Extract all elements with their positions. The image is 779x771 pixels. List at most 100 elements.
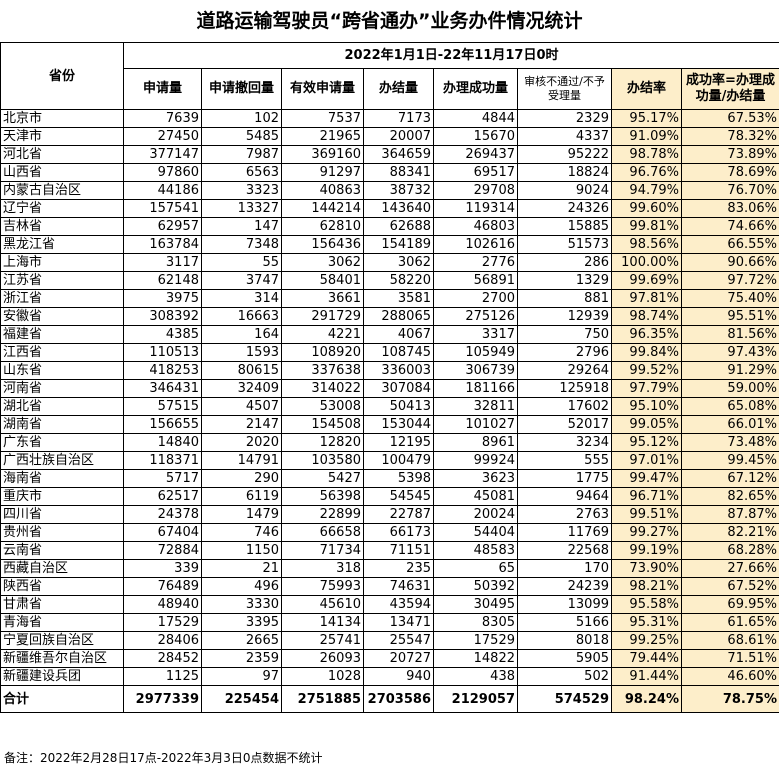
valid-cell: 56398	[281, 487, 364, 506]
completed-cell: 20007	[363, 127, 434, 146]
withdrawn-cell: 80615	[201, 361, 282, 380]
success-rate-cell: 71.51%	[681, 649, 779, 668]
province-cell: 天津市	[0, 127, 124, 146]
successful-cell: 48583	[433, 541, 518, 560]
province-cell: 福建省	[0, 325, 124, 344]
success-rate-cell: 83.06%	[681, 199, 779, 218]
success-rate-cell: 99.45%	[681, 451, 779, 470]
valid-cell: 58401	[281, 271, 364, 290]
table-row: 甘肃省 48940 3330 45610 43594 30495 13099 95.58% 69…	[0, 595, 779, 614]
rejected-cell: 170	[517, 559, 612, 578]
table-row: 新疆维吾尔自治区 28452 2359 26093 20727 14822 5905 79.4…	[0, 649, 779, 668]
withdrawn-cell: 97	[201, 667, 282, 686]
successful-cell: 3317	[433, 325, 518, 344]
completion-rate-cell: 97.79%	[611, 379, 682, 398]
applications-cell: 44186	[123, 181, 202, 200]
valid-cell: 7537	[281, 109, 364, 128]
withdrawn-cell: 2020	[201, 433, 282, 452]
stats-table: 省份 2022年1月1日-22年11月17日0时 申请量 申请撤回量 有效申请量…	[0, 42, 779, 713]
rejected-cell: 5166	[517, 613, 612, 632]
success-rate-cell: 78.75%	[681, 685, 779, 713]
table-row: 安徽省 308392 16663 291729 288065 275126 12939 98.…	[0, 307, 779, 326]
rejected-cell: 8018	[517, 631, 612, 650]
col-header-success-rate: 成功率=办理成功量/办结量	[681, 68, 779, 110]
successful-cell: 14822	[433, 649, 518, 668]
applications-cell: 156655	[123, 415, 202, 434]
successful-cell: 2700	[433, 289, 518, 308]
valid-cell: 318	[281, 559, 364, 578]
rejected-cell: 5905	[517, 649, 612, 668]
province-cell: 贵州省	[0, 523, 124, 542]
success-rate-cell: 73.48%	[681, 433, 779, 452]
rejected-cell: 51573	[517, 235, 612, 254]
applications-cell: 67404	[123, 523, 202, 542]
valid-cell: 21965	[281, 127, 364, 146]
completion-rate-cell: 99.19%	[611, 541, 682, 560]
success-rate-cell: 78.69%	[681, 163, 779, 182]
rejected-cell: 95222	[517, 145, 612, 164]
success-rate-cell: 82.65%	[681, 487, 779, 506]
rejected-cell: 2763	[517, 505, 612, 524]
applications-cell: 24378	[123, 505, 202, 524]
withdrawn-cell: 1150	[201, 541, 282, 560]
applications-cell: 308392	[123, 307, 202, 326]
withdrawn-cell: 7987	[201, 145, 282, 164]
total-row: 合计 2977339 225454 2751885 2703586 2129057 5745…	[0, 685, 779, 713]
successful-cell: 45081	[433, 487, 518, 506]
completion-rate-cell: 99.52%	[611, 361, 682, 380]
successful-cell: 306739	[433, 361, 518, 380]
table-row: 西藏自治区 339 21 318 235 65 170 73.90% 27.66%	[0, 559, 779, 578]
province-cell: 北京市	[0, 109, 124, 128]
completion-rate-cell: 91.44%	[611, 667, 682, 686]
province-cell: 甘肃省	[0, 595, 124, 614]
completion-rate-cell: 97.01%	[611, 451, 682, 470]
completion-rate-cell: 99.81%	[611, 217, 682, 236]
applications-cell: 163784	[123, 235, 202, 254]
applications-cell: 377147	[123, 145, 202, 164]
withdrawn-cell: 496	[201, 577, 282, 596]
successful-cell: 54404	[433, 523, 518, 542]
province-cell: 广西壮族自治区	[0, 451, 124, 470]
valid-cell: 2751885	[281, 685, 364, 713]
valid-cell: 144214	[281, 199, 364, 218]
completion-rate-cell: 91.09%	[611, 127, 682, 146]
table-row: 河南省 346431 32409 314022 307084 181166 125918 97…	[0, 379, 779, 398]
province-cell: 山西省	[0, 163, 124, 182]
valid-cell: 53008	[281, 397, 364, 416]
applications-cell: 14840	[123, 433, 202, 452]
applications-cell: 5717	[123, 469, 202, 488]
completed-cell: 100479	[363, 451, 434, 470]
table-row: 海南省 5717 290 5427 5398 3623 1775 99.47% 67.12%	[0, 469, 779, 488]
success-rate-cell: 67.12%	[681, 469, 779, 488]
completion-rate-cell: 98.78%	[611, 145, 682, 164]
table-row: 广东省 14840 2020 12820 12195 8961 3234 95.12% 73.4…	[0, 433, 779, 452]
successful-cell: 17529	[433, 631, 518, 650]
completed-cell: 2703586	[363, 685, 434, 713]
successful-cell: 32811	[433, 397, 518, 416]
success-rate-cell: 76.70%	[681, 181, 779, 200]
province-cell: 重庆市	[0, 487, 124, 506]
rejected-cell: 1329	[517, 271, 612, 290]
valid-cell: 156436	[281, 235, 364, 254]
successful-cell: 29708	[433, 181, 518, 200]
province-cell: 上海市	[0, 253, 124, 272]
success-rate-cell: 75.40%	[681, 289, 779, 308]
withdrawn-cell: 3395	[201, 613, 282, 632]
applications-cell: 3117	[123, 253, 202, 272]
completed-cell: 50413	[363, 397, 434, 416]
applications-cell: 110513	[123, 343, 202, 362]
successful-cell: 46803	[433, 217, 518, 236]
withdrawn-cell: 1593	[201, 343, 282, 362]
table-row: 山西省 97860 6563 91297 88341 69517 18824 96.76% 78…	[0, 163, 779, 182]
table-row: 黑龙江省 163784 7348 156436 154189 102616 51573 98.…	[0, 235, 779, 254]
valid-cell: 91297	[281, 163, 364, 182]
completion-rate-cell: 99.51%	[611, 505, 682, 524]
successful-cell: 65	[433, 559, 518, 578]
success-rate-cell: 81.56%	[681, 325, 779, 344]
applications-cell: 62517	[123, 487, 202, 506]
table-row: 重庆市 62517 6119 56398 54545 45081 9464 96.71% 82.…	[0, 487, 779, 506]
rejected-cell: 18824	[517, 163, 612, 182]
valid-cell: 369160	[281, 145, 364, 164]
withdrawn-cell: 16663	[201, 307, 282, 326]
withdrawn-cell: 2147	[201, 415, 282, 434]
